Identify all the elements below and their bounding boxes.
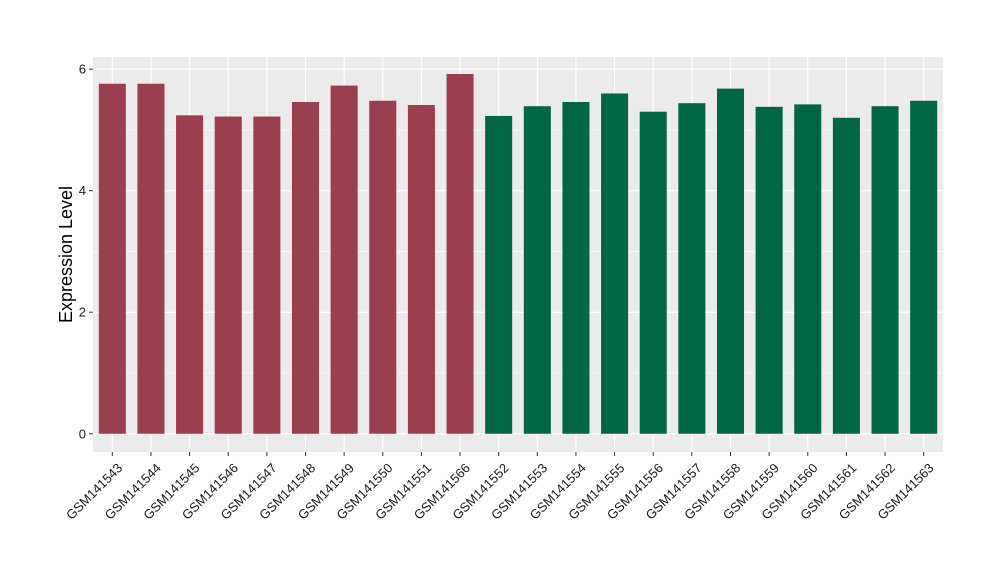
bar-GSM141562 bbox=[871, 106, 899, 434]
bar-GSM141552 bbox=[485, 115, 513, 434]
bar-GSM141556 bbox=[639, 111, 667, 434]
y-axis: 0 2 4 6 bbox=[79, 62, 93, 441]
y-axis-title: Expression Level bbox=[56, 186, 76, 323]
y-tick-label: 6 bbox=[79, 62, 86, 77]
bar-GSM141566 bbox=[446, 74, 474, 434]
bar-GSM141545 bbox=[176, 115, 204, 434]
bar-GSM141558 bbox=[716, 88, 745, 434]
bar-GSM141548 bbox=[291, 101, 320, 434]
bar-GSM141555 bbox=[601, 93, 629, 434]
bar-GSM141559 bbox=[755, 106, 783, 434]
bar-GSM141554 bbox=[562, 101, 590, 434]
y-tick-label: 2 bbox=[79, 305, 86, 320]
bar-GSM141543 bbox=[98, 83, 126, 434]
bar-GSM141550 bbox=[369, 100, 397, 434]
bar-GSM141561 bbox=[832, 117, 860, 434]
bar-GSM141551 bbox=[407, 105, 435, 434]
bar-GSM141549 bbox=[330, 85, 358, 434]
x-axis: GSM141543GSM141544GSM141545GSM141546GSM1… bbox=[63, 452, 937, 523]
bars bbox=[98, 74, 938, 434]
bar-GSM141544 bbox=[137, 83, 165, 434]
bar-GSM141547 bbox=[253, 116, 281, 434]
bar-GSM141560 bbox=[794, 104, 822, 434]
bar-GSM141557 bbox=[678, 103, 706, 434]
bar-GSM141563 bbox=[910, 100, 938, 434]
bar-GSM141546 bbox=[214, 116, 242, 434]
y-tick-label: 4 bbox=[79, 183, 86, 198]
bar-GSM141553 bbox=[523, 106, 551, 434]
y-tick-label: 0 bbox=[79, 426, 86, 441]
